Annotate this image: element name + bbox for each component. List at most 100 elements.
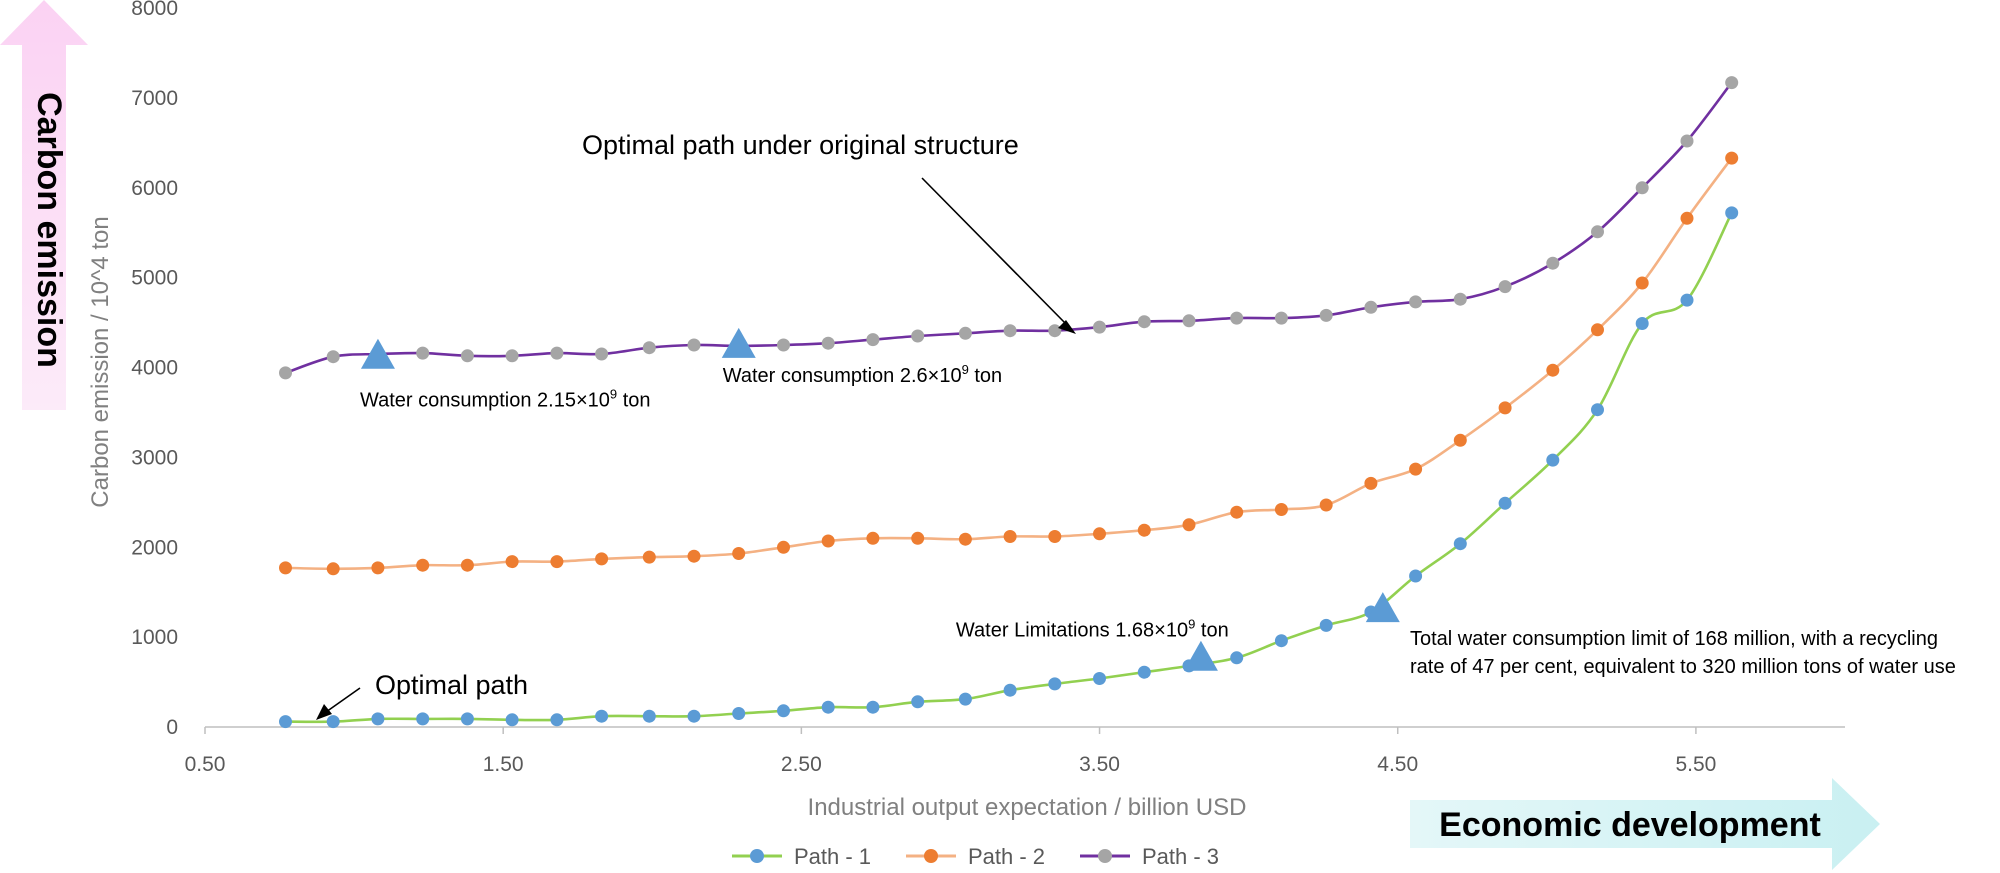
y-tick-label: 8000 [131, 0, 178, 20]
x-tick-label: 4.50 [1377, 753, 1418, 776]
arrow-optimal-path-head [316, 704, 332, 720]
legend-label-path-2: Path - 2 [968, 844, 1045, 869]
data-point-path-3 [595, 347, 609, 361]
data-point-path-3 [460, 349, 474, 363]
data-point-path-2 [732, 547, 746, 560]
annotation-original-structure: Optimal path under original structure [582, 130, 1019, 160]
data-point-path-2 [1137, 523, 1151, 537]
data-point-path-1 [1635, 317, 1649, 330]
data-point-path-1 [821, 700, 835, 714]
economic-development-arrow [1410, 778, 1880, 870]
data-point-path-2 [958, 532, 972, 546]
triangle-marker [1365, 592, 1400, 623]
series-line-path-2 [285, 157, 1733, 571]
data-point-path-3 [642, 341, 656, 355]
data-point-path-3 [1230, 311, 1244, 325]
series-markers [279, 76, 1739, 729]
data-point-path-3 [1591, 225, 1604, 239]
y-tick-label: 1000 [131, 626, 178, 649]
data-point-path-1 [958, 692, 972, 706]
y-axis-title: Carbon emission / 10^4 ton [87, 216, 114, 507]
data-point-path-3 [1319, 308, 1333, 322]
y-tick-label: 2000 [131, 536, 178, 559]
data-point-path-2 [550, 555, 564, 569]
data-point-path-3 [416, 346, 430, 360]
data-point-path-1 [279, 715, 292, 729]
data-point-path-2 [1093, 527, 1106, 541]
y-tick-label: 4000 [131, 357, 178, 380]
legend-item-path-3: Path - 3 [1080, 844, 1219, 869]
data-point-path-1 [1591, 403, 1604, 417]
data-point-path-3 [687, 338, 701, 352]
data-point-path-2 [777, 540, 790, 554]
data-point-path-2 [1003, 530, 1017, 543]
arrow-original-structure [921, 177, 1069, 327]
data-point-path-1 [642, 709, 656, 723]
data-point-path-1 [1319, 618, 1333, 632]
x-tick-label: 2.50 [781, 753, 822, 776]
legend-label-path-3: Path - 3 [1142, 844, 1219, 869]
data-point-path-1 [505, 713, 519, 727]
data-point-path-2 [1635, 276, 1649, 290]
data-point-path-3 [1498, 280, 1512, 294]
data-point-path-3 [1546, 256, 1560, 270]
triangle-marker [360, 338, 395, 369]
data-point-path-1 [1048, 677, 1062, 691]
data-point-path-2 [460, 558, 474, 572]
data-point-path-3 [279, 366, 292, 380]
data-point-path-2 [1591, 323, 1604, 337]
data-point-path-2 [416, 558, 430, 572]
y-tick-label: 7000 [131, 87, 178, 110]
economic-development-label: Economic development [1439, 806, 1821, 844]
data-point-path-1 [1680, 293, 1694, 307]
x-axis-title: Industrial output expectation / billion … [808, 794, 1247, 821]
data-point-path-2 [371, 561, 385, 575]
legend: Path - 1 Path - 2 Path - 3 [732, 844, 1219, 869]
data-point-path-2 [1319, 498, 1333, 512]
data-point-path-1 [416, 712, 430, 726]
data-point-path-2 [1546, 363, 1560, 377]
data-point-path-2 [821, 534, 835, 548]
data-point-path-1 [326, 715, 340, 729]
y-tick-label: 5000 [131, 267, 178, 290]
y-tick-label: 3000 [131, 446, 178, 469]
data-point-path-2 [279, 561, 292, 575]
data-point-path-1 [550, 713, 564, 727]
data-point-path-2 [687, 549, 701, 563]
data-point-path-3 [1048, 324, 1062, 338]
data-point-path-1 [1137, 665, 1151, 679]
triangle-marker-label: Water consumption 2.15×109 ton [360, 387, 651, 412]
legend-label-path-1: Path - 1 [794, 844, 871, 869]
data-point-path-2 [1409, 462, 1423, 476]
annotation-water-limit-line1: Total water consumption limit of 168 mil… [1410, 628, 1938, 650]
data-point-path-2 [1048, 530, 1062, 543]
data-point-path-3 [1137, 315, 1151, 329]
x-tick-label: 0.50 [185, 753, 226, 776]
carbon-emission-arrow [0, 0, 88, 410]
x-tick-label: 1.50 [483, 753, 524, 776]
data-point-path-3 [1182, 314, 1196, 328]
data-point-path-2 [1364, 476, 1378, 490]
annotation-optimal-path: Optimal path [375, 670, 528, 700]
data-point-path-3 [1409, 295, 1423, 309]
data-point-path-1 [1230, 651, 1244, 665]
data-point-path-1 [1546, 453, 1560, 467]
data-point-path-1 [1498, 496, 1512, 510]
data-point-path-2 [1274, 503, 1288, 516]
data-point-path-1 [866, 700, 880, 714]
data-point-path-3 [1453, 292, 1467, 306]
data-point-path-2 [1498, 401, 1512, 415]
triangle-marker-label: Water Limitations 1.68×109 ton [956, 617, 1229, 642]
x-tick-label: 5.50 [1675, 753, 1716, 776]
data-point-path-3 [1364, 300, 1378, 314]
data-point-path-1 [1274, 634, 1288, 648]
data-point-path-3 [958, 326, 972, 340]
data-point-path-2 [505, 555, 519, 569]
arrow-original-structure-head [1058, 320, 1076, 334]
data-point-path-3 [866, 333, 880, 347]
y-tick-label: 0 [166, 716, 178, 739]
data-point-path-2 [1230, 505, 1244, 519]
data-point-path-1 [687, 709, 701, 723]
legend-item-path-2: Path - 2 [906, 844, 1045, 869]
series-line-path-1 [285, 212, 1733, 724]
